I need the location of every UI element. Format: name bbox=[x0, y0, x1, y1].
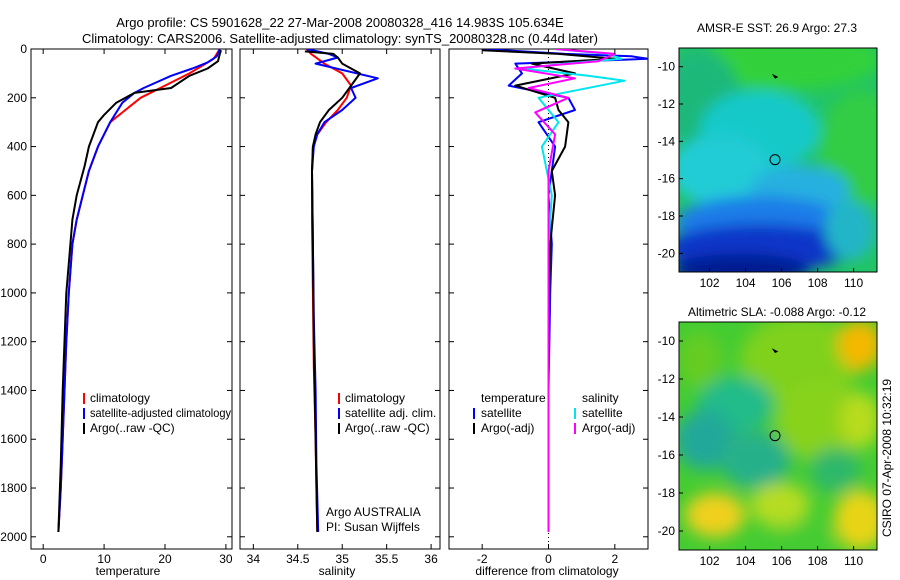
legend-label-temp-argo: Argo(-adj) bbox=[481, 421, 534, 435]
legend-label-argo: Argo(..raw -QC) bbox=[90, 421, 175, 435]
sla-x-tick-label: 106 bbox=[772, 554, 792, 568]
temperature-axes bbox=[30, 48, 233, 550]
sst-x-tick-label: 106 bbox=[772, 276, 792, 290]
y-tick-label: 1000 bbox=[0, 286, 27, 300]
sst-map-frame bbox=[678, 47, 878, 273]
legend-label-temp-satellite: satellite bbox=[481, 406, 522, 420]
series-line-argo-raw-qc bbox=[304, 50, 361, 532]
sst-y-tick-label: -14 bbox=[658, 134, 676, 148]
sst-y-tick-label: -20 bbox=[658, 246, 676, 260]
x-tick-label: 35.5 bbox=[375, 552, 399, 566]
sla-y-tick-label: -20 bbox=[658, 524, 676, 538]
y-tick-label: 2000 bbox=[0, 530, 27, 544]
figure-title-line1: Argo profile: CS 5901628_22 27-Mar-2008 … bbox=[116, 15, 564, 30]
x-tick-label: 34.5 bbox=[286, 552, 310, 566]
sla-y-tick-label: -18 bbox=[658, 486, 676, 500]
salinity-series bbox=[304, 49, 379, 532]
timestamp-label: CSIRO 07-Apr-2008 10:32:19 bbox=[880, 379, 894, 537]
sst-x-tick-label: 102 bbox=[700, 276, 720, 290]
sst-previous-position-marker bbox=[771, 73, 779, 79]
y-tick-label: 200 bbox=[7, 91, 27, 105]
sla-map-title: Altimetric SLA: -0.088 Argo: -0.12 bbox=[688, 305, 866, 319]
legend-label-climatology: climatology bbox=[90, 391, 150, 405]
temperature-series bbox=[57, 49, 222, 532]
sla-map-field bbox=[679, 322, 877, 550]
sla-previous-position-marker bbox=[771, 348, 779, 354]
difference-legend: temperature satellite Argo(-adj) salinit… bbox=[473, 391, 635, 435]
sla-x-tick-label: 110 bbox=[844, 554, 863, 568]
x-tick-label: 0 bbox=[40, 552, 47, 566]
sst-x-tick-label: 108 bbox=[808, 276, 828, 290]
x-tick-label: 34 bbox=[247, 552, 261, 566]
sst-argo-position-marker bbox=[769, 154, 781, 166]
sla-x-tick-label: 102 bbox=[700, 554, 720, 568]
x-tick-label: 0 bbox=[545, 552, 552, 566]
salinity-legend: climatology satellite adj. clim. Argo(..… bbox=[338, 391, 436, 435]
y-tick-label: 400 bbox=[7, 140, 27, 154]
temperature-legend: climatology satellite-adjusted climatolo… bbox=[83, 391, 231, 435]
difference-xlabel: difference from climatology bbox=[475, 564, 618, 578]
legend-label-sal-argo: Argo(-adj) bbox=[582, 421, 635, 435]
y-tick-label: 1600 bbox=[0, 432, 27, 446]
y-tick-label: 600 bbox=[7, 188, 27, 202]
legend-label-climatology: climatology bbox=[345, 391, 405, 405]
sst-y-tick-label: -16 bbox=[658, 172, 676, 186]
x-tick-label: 36 bbox=[424, 552, 438, 566]
legend-heading-salinity: salinity bbox=[582, 391, 619, 405]
float-pi-label: PI: Susan Wijffels bbox=[326, 520, 420, 534]
series-line-satellite-adjusted-climatology bbox=[57, 49, 221, 532]
sla-y-tick-label: -16 bbox=[658, 448, 676, 462]
y-tick-label: 1800 bbox=[0, 481, 27, 495]
sst-x-tick-label: 104 bbox=[736, 276, 756, 290]
sla-x-tick-label: 104 bbox=[736, 554, 756, 568]
difference-series bbox=[482, 49, 648, 532]
sst-map-markers: 102 104 106 108 110 -10 -12 -14 -16 -18 -20 bbox=[658, 60, 864, 290]
x-tick-label: -2 bbox=[477, 552, 488, 566]
float-operator-label: Argo AUSTRALIA bbox=[326, 505, 421, 519]
axis-ticks: 0 10 20 30020040060080010001200140016001800… bbox=[0, 42, 648, 566]
x-tick-label: 30 bbox=[219, 552, 233, 566]
x-tick-label: 35 bbox=[336, 552, 350, 566]
sla-y-tick-label: -14 bbox=[658, 410, 676, 424]
sla-x-tick-label: 108 bbox=[808, 554, 828, 568]
salinity-xlabel: salinity bbox=[319, 564, 356, 578]
series-line-argo-raw-qc bbox=[57, 49, 222, 532]
temperature-xlabel: temperature bbox=[96, 564, 161, 578]
sst-y-tick-label: -18 bbox=[658, 209, 676, 223]
sst-x-tick-label: 110 bbox=[844, 276, 863, 290]
sla-map-markers: 102 104 106 108 110 -10 -12 -14 -16 -18 -20 bbox=[658, 334, 864, 568]
x-tick-label: 20 bbox=[158, 552, 172, 566]
sla-y-tick-label: -10 bbox=[658, 334, 676, 348]
legend-label-satellite-adjusted: satellite-adjusted climatology bbox=[90, 406, 231, 420]
sst-y-tick-label: -12 bbox=[658, 97, 676, 111]
legend-label-argo: Argo(..raw -QC) bbox=[345, 421, 430, 435]
legend-label-satellite-adj: satellite adj. clim. bbox=[345, 406, 436, 420]
sst-map-field bbox=[679, 48, 877, 272]
x-tick-label: 2 bbox=[611, 552, 618, 566]
sst-y-tick-label: -10 bbox=[658, 60, 676, 74]
salinity-axes bbox=[239, 48, 441, 550]
y-tick-label: 800 bbox=[7, 237, 27, 251]
sla-map-frame bbox=[678, 321, 878, 551]
legend-label-sal-satellite: satellite bbox=[582, 406, 623, 420]
sla-argo-position-marker bbox=[769, 430, 781, 442]
y-tick-label: 1200 bbox=[0, 335, 27, 349]
figure-title-line2: Climatology: CARS2006. Satellite-adjuste… bbox=[82, 31, 598, 46]
series-line-salinity-argo-adj bbox=[514, 49, 616, 532]
legend-heading-temperature: temperature bbox=[481, 391, 546, 405]
y-tick-label: 0 bbox=[20, 42, 27, 56]
x-tick-label: 10 bbox=[97, 552, 111, 566]
y-tick-label: 1400 bbox=[0, 383, 27, 397]
sst-map-title: AMSR-E SST: 26.9 Argo: 27.3 bbox=[697, 21, 857, 35]
sla-y-tick-label: -12 bbox=[658, 372, 676, 386]
